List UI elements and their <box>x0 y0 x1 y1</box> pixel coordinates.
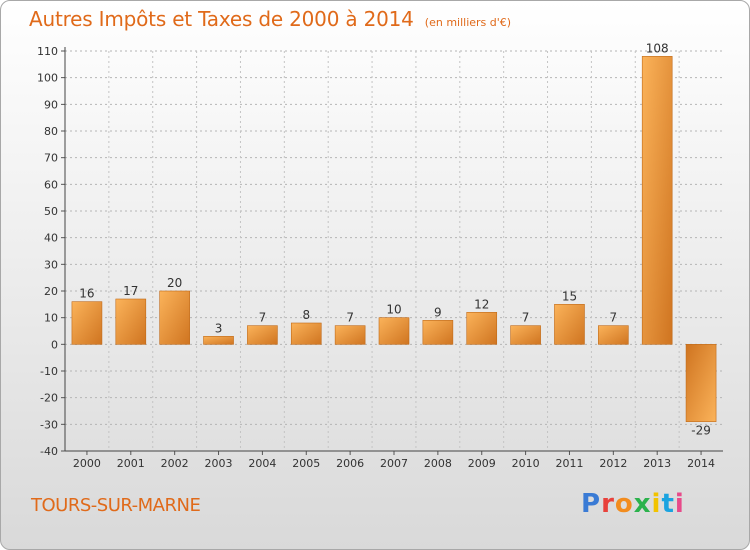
y-tick-labels: -40 -30 -20 -10 0 10 20 30 40 50 60 70 80 90 100 110 <box>37 45 58 458</box>
x-tick-labels: 2000 2001 2002 2003 2004 2005 2006 2007 2008 2009… <box>73 451 715 470</box>
data-label: 7 <box>259 311 267 325</box>
x-tick-label: 2007 <box>380 457 408 470</box>
data-label: 10 <box>386 303 401 317</box>
x-tick-label: 2004 <box>248 457 276 470</box>
bar-2003 <box>203 336 234 345</box>
grid-lines <box>61 50 723 452</box>
bar-2014 <box>685 344 717 422</box>
bars <box>71 56 717 422</box>
x-tick-label: 2000 <box>73 457 101 470</box>
bar-2004 <box>247 325 278 345</box>
data-label: 15 <box>562 289 577 303</box>
x-tick-label: 2003 <box>205 457 233 470</box>
x-tick-label: 2011 <box>555 457 583 470</box>
x-tick-label: 2009 <box>468 457 496 470</box>
axes <box>64 47 723 452</box>
y-tick-label: 80 <box>44 125 58 138</box>
data-label: 7 <box>610 311 618 325</box>
brand-letter: r <box>601 489 615 519</box>
data-labels: 16 17 20 3 7 8 7 10 9 12 7 15 7 108 -29 <box>79 41 711 437</box>
x-tick-label: 2006 <box>336 457 364 470</box>
y-tick-label: 10 <box>44 312 58 325</box>
bar-2008 <box>422 320 454 345</box>
y-tick-label: 60 <box>44 178 58 191</box>
x-tick-label: 2010 <box>512 457 540 470</box>
brand-letter: x <box>633 489 652 519</box>
y-tick-label: -20 <box>40 392 58 405</box>
x-tick-label: 2013 <box>643 457 671 470</box>
data-label: 8 <box>302 308 310 322</box>
data-label: -29 <box>691 424 711 438</box>
brand-letter: i <box>674 489 685 519</box>
bar-2000 <box>71 301 103 345</box>
y-tick-label: 30 <box>44 258 58 271</box>
y-tick-label: 110 <box>37 45 58 58</box>
data-label: 17 <box>123 284 138 298</box>
chart-title: Autres Impôts et Taxes de 2000 à 2014 <box>29 7 414 31</box>
x-tick-label: 2008 <box>424 457 452 470</box>
city-name: TOURS-SUR-MARNE <box>31 495 201 516</box>
bar-2006 <box>334 325 366 345</box>
y-tick-label: 50 <box>44 205 58 218</box>
proxiti-logo[interactable]: Proxiti <box>581 489 685 519</box>
data-label: 9 <box>434 305 442 319</box>
y-tick-label: 90 <box>44 98 58 111</box>
y-tick-label: 70 <box>44 152 58 165</box>
bar-2013 <box>641 56 673 345</box>
data-label: 12 <box>474 297 489 311</box>
chart-subtitle: (en milliers d'€) <box>424 16 512 29</box>
bar-2010 <box>510 325 541 345</box>
y-tick-label: 100 <box>37 72 58 85</box>
brand-letter: t <box>661 489 675 519</box>
brand-letter: P <box>581 489 602 519</box>
brand-letter: o <box>614 489 634 519</box>
bar-2009 <box>466 312 498 345</box>
x-tick-label: 2005 <box>292 457 320 470</box>
brand-letter: i <box>651 489 662 519</box>
data-label: 20 <box>167 276 182 290</box>
data-label: 7 <box>346 311 354 325</box>
y-tick-label: 20 <box>44 285 58 298</box>
x-tick-label: 2014 <box>687 457 715 470</box>
y-tick-label: -10 <box>40 365 58 378</box>
bar-2012 <box>598 325 629 345</box>
bar-2005 <box>290 322 322 345</box>
x-tick-label: 2002 <box>161 457 189 470</box>
y-tick-label: -30 <box>40 418 58 431</box>
x-tick-label: 2012 <box>599 457 627 470</box>
title-row: Autres Impôts et Taxes de 2000 à 2014 (e… <box>29 7 511 31</box>
bar-2002 <box>159 290 190 345</box>
x-tick-label: 2001 <box>117 457 145 470</box>
y-tick-label: 40 <box>44 232 58 245</box>
data-label: 16 <box>79 287 94 301</box>
data-label: 3 <box>215 321 223 335</box>
bar-2011 <box>554 304 585 345</box>
data-label: 7 <box>522 311 530 325</box>
bar-2001 <box>115 298 147 345</box>
y-tick-label: -40 <box>40 445 58 458</box>
bar-2007 <box>378 317 410 345</box>
data-label: 108 <box>646 41 669 55</box>
y-tick-label: 0 <box>51 338 58 351</box>
